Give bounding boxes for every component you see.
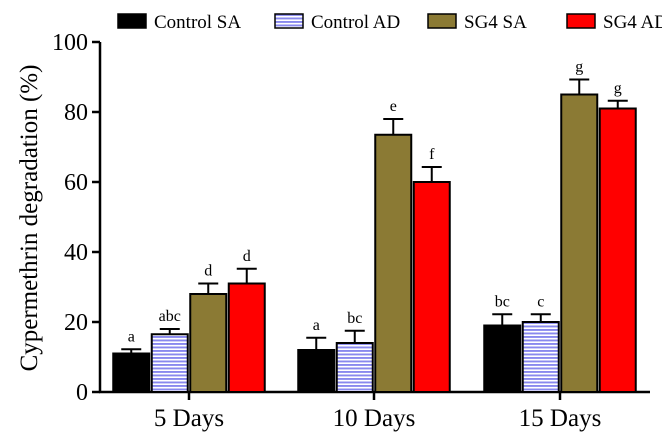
significance-label: a — [128, 328, 135, 345]
bar-control-sa — [112, 352, 151, 393]
legend-label: Control AD — [311, 12, 400, 33]
y-tick-label: 80 — [64, 100, 88, 126]
bar-sg4-sa — [374, 133, 413, 393]
bar-sg4-ad — [598, 107, 637, 393]
significance-label: c — [537, 293, 544, 310]
x-tick-label: 5 Days — [154, 405, 224, 432]
y-axis-label: Cypermethrin degradation (%) — [16, 65, 43, 372]
legend: Control SA Control AD SG4 SA SG4 AD — [117, 12, 662, 33]
bar-control-sa — [483, 324, 522, 393]
legend-swatch — [427, 13, 457, 29]
significance-label: abc — [159, 308, 181, 325]
bar-control-sa — [297, 349, 336, 393]
y-tick-label: 20 — [64, 310, 88, 336]
bar-sg4-sa — [560, 93, 599, 393]
y-tick-label: 60 — [64, 170, 88, 196]
significance-label: d — [204, 263, 212, 280]
bar-sg4-ad — [227, 282, 266, 393]
x-tick-label: 15 Days — [519, 405, 602, 432]
legend-swatch — [117, 13, 147, 29]
bar-control-ad — [335, 342, 374, 393]
x-tick-label: 10 Days — [333, 405, 416, 432]
significance-label: g — [575, 58, 583, 75]
significance-label: bc — [495, 293, 510, 310]
y-tick-label: 0 — [76, 380, 88, 406]
significance-label: a — [313, 317, 320, 334]
legend-label: SG4 SA — [464, 12, 527, 33]
legend-swatch — [566, 13, 596, 29]
y-tick-label: 100 — [52, 30, 88, 56]
significance-label: g — [614, 80, 622, 97]
legend-swatch — [274, 13, 304, 29]
significance-label: e — [390, 98, 397, 115]
y-tick-label: 40 — [64, 240, 88, 266]
bar-sg4-ad — [412, 181, 451, 393]
legend-label: SG4 AD — [603, 12, 662, 33]
bar-control-ad — [521, 321, 560, 393]
bar-sg4-sa — [189, 293, 228, 393]
significance-label: bc — [347, 310, 362, 327]
significance-label: d — [243, 248, 251, 265]
significance-label: f — [429, 146, 435, 163]
bar-control-ad — [150, 333, 189, 393]
legend-label: Control SA — [154, 12, 241, 33]
